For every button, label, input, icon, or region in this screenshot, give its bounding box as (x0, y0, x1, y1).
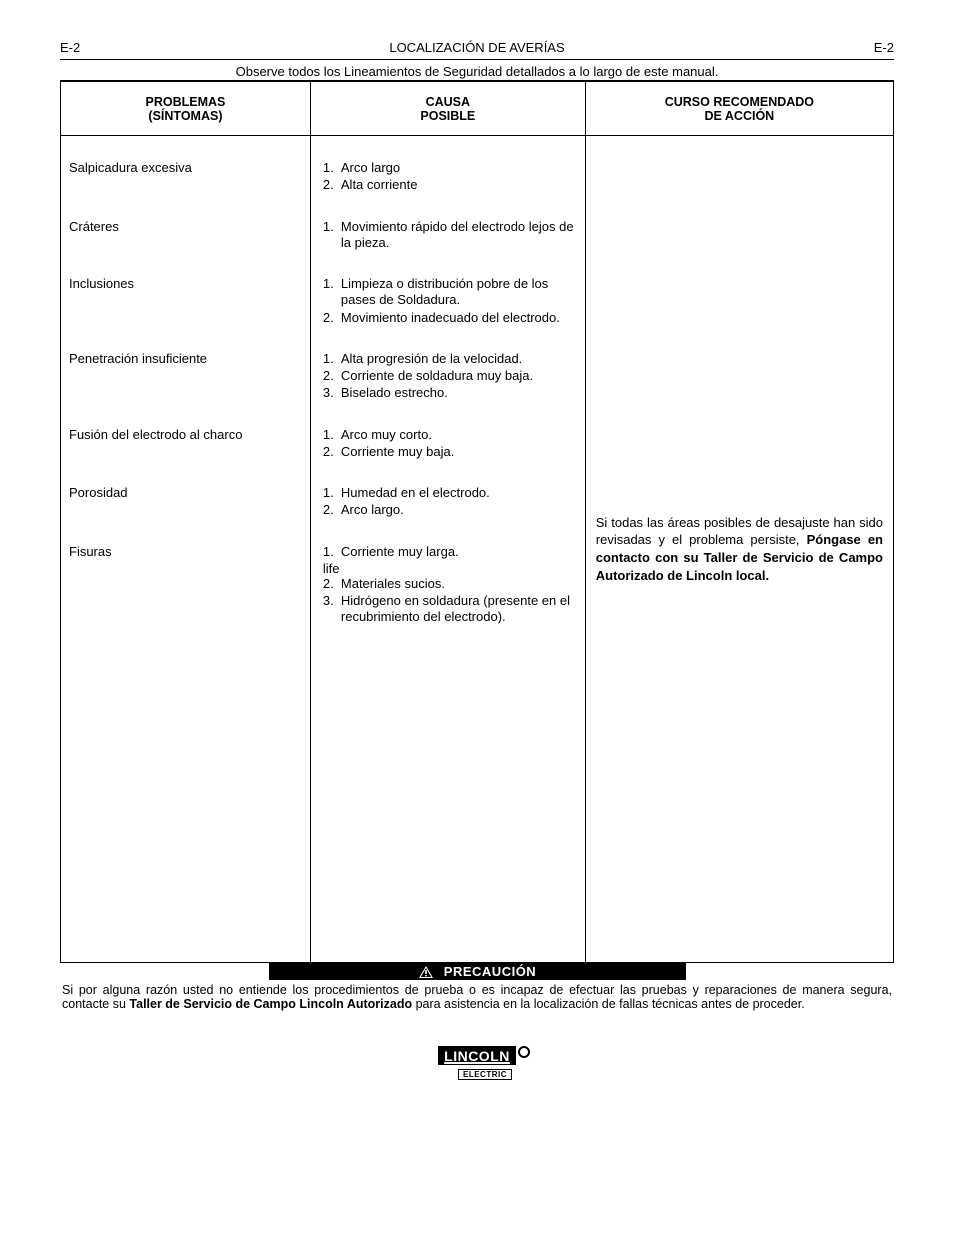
cause-cell: 1.Limpieza o distribución pobre de los p… (310, 268, 585, 333)
logo-lincoln: LINCOLN (438, 1046, 516, 1065)
page-header-center: LOCALIZACIÓN DE AVERÍAS (389, 40, 564, 55)
symptom-cell: Cráteres (61, 211, 311, 259)
recommended-action-cell: Si todas las áreas posibles de desajuste… (585, 136, 893, 963)
troubleshoot-table: PROBLEMAS (SÍNTOMAS) CAUSA POSIBLE CURSO… (60, 81, 894, 963)
table-header-row: PROBLEMAS (SÍNTOMAS) CAUSA POSIBLE CURSO… (61, 82, 894, 136)
page-header-left: E-2 (60, 40, 80, 55)
cause-cell: 1.Arco muy corto. 2.Corriente muy baja. (310, 419, 585, 468)
footer-logo: LINCOLN ELECTRIC (60, 1046, 894, 1080)
header-problems: PROBLEMAS (SÍNTOMAS) (61, 82, 311, 136)
warning-bar: PRECAUCIÓN (269, 963, 686, 980)
cause-cell: 1.Alta progresión de la velocidad. 2.Cor… (310, 343, 585, 409)
header-cause: CAUSA POSIBLE (310, 82, 585, 136)
footer-model: BRUTUS PLUS 200 (60, 1030, 894, 1044)
symptom-cell: Fisuras (61, 536, 311, 633)
cause-cell: 1.Movimiento rápido del electrodo lejos … (310, 211, 585, 259)
header-action: CURSO RECOMENDADO DE ACCIÓN (585, 82, 893, 136)
logo-electric: ELECTRIC (458, 1069, 512, 1080)
logo-circle-icon (518, 1046, 530, 1058)
page-header: E-2 LOCALIZACIÓN DE AVERÍAS E-2 (60, 40, 894, 57)
recommended-action-text: Si todas las áreas posibles de desajuste… (596, 514, 883, 584)
symptom-cell: Porosidad (61, 477, 311, 526)
disclaimer: Si por alguna razón usted no entiende lo… (60, 980, 894, 1012)
cause-cell: 1.Humedad en el electrodo. 2.Arco largo. (310, 477, 585, 526)
symptom-cell: Inclusiones (61, 268, 311, 333)
symptom-cell: Fusión del electrodo al charco (61, 419, 311, 468)
warning-label: PRECAUCIÓN (444, 964, 536, 979)
warning-icon (418, 965, 434, 979)
cause-cell: 1.Corriente muy larga. life 2.Materiales… (310, 536, 585, 633)
safety-notice: Observe todos los Lineamientos de Seguri… (60, 60, 894, 81)
cause-cell: 1.Arco largo 2.Alta corriente (310, 136, 585, 201)
symptom-cell: Salpicadura excesiva (61, 136, 311, 201)
symptom-cell: Penetración insuficiente (61, 343, 311, 409)
page-header-right: E-2 (874, 40, 894, 55)
table-row: Salpicadura excesiva 1.Arco largo 2.Alta… (61, 136, 894, 201)
